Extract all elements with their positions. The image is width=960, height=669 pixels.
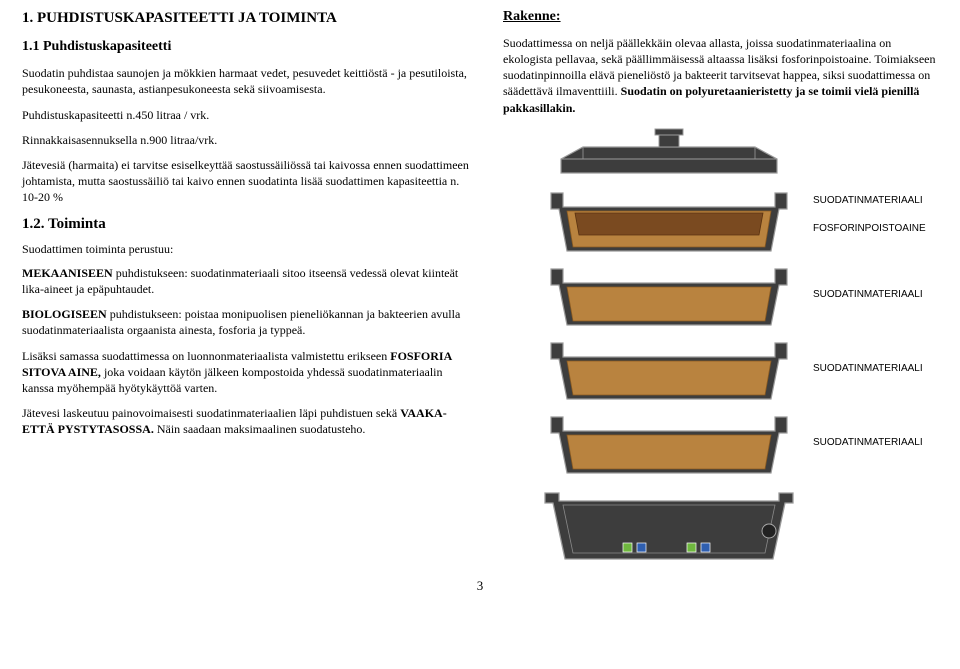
filter-diagram: SUODATINMATERIAALI FOSFORINPOISTOAINE SU…: [503, 125, 943, 571]
diagram-bottom-tub: [503, 487, 943, 571]
heading-structure: Rakenne:: [503, 8, 943, 27]
para-capacity-2: Puhdistuskapasiteetti n.450 litraa / vrk…: [22, 107, 477, 123]
text-fos-a: Lisäksi samassa suodattimessa on luonnon…: [22, 349, 390, 363]
label-mat-2: SUODATINMATERIAALI: [813, 289, 923, 300]
para-structure: Suodattimessa on neljä päällekkäin oleva…: [503, 35, 943, 116]
tray-shape: [551, 343, 787, 399]
lid-shape: [561, 129, 777, 173]
para-capacity-4: Jätevesiä (harmaita) ei tarvitse esiselk…: [22, 157, 477, 206]
heading-main: 1. PUHDISTUSKAPASITEETTI JA TOIMINTA: [22, 8, 477, 28]
bold-mech: MEKAANISEEN: [22, 266, 113, 280]
right-column: Rakenne: Suodattimessa on neljä päällekk…: [503, 8, 943, 571]
tray-shape: [551, 417, 787, 473]
diagram-tray-2: SUODATINMATERIAALI: [503, 265, 943, 337]
para-fos: Lisäksi samassa suodattimessa on luonnon…: [22, 348, 477, 397]
left-column: 1. PUHDISTUSKAPASITEETTI JA TOIMINTA 1.1…: [22, 8, 477, 571]
diagram-tray-4: SUODATINMATERIAALI: [503, 413, 943, 485]
text-flow-a: Jätevesi laskeutuu painovoimaisesti suod…: [22, 406, 400, 420]
bold-bio: BIOLOGISEEN: [22, 307, 107, 321]
para-capacity-1: Suodatin puhdistaa saunojen ja mökkien h…: [22, 65, 477, 97]
page-number: 3: [22, 577, 938, 595]
tray-shape: [551, 193, 787, 251]
diagram-tray-1: SUODATINMATERIAALI FOSFORINPOISTOAINE: [503, 187, 943, 263]
label-mat-3: SUODATINMATERIAALI: [813, 363, 923, 374]
para-capacity-3: Rinnakkaisasennuksella n.900 litraa/vrk.: [22, 132, 477, 148]
diagram-tray-3: SUODATINMATERIAALI: [503, 339, 943, 411]
para-bio: BIOLOGISEEN puhdistukseen: poistaa monip…: [22, 306, 477, 338]
text-flow-c: Näin saadaan maksimaalinen suodatusteho.: [154, 422, 366, 436]
tray-shape: [551, 269, 787, 325]
label-fos-1: FOSFORINPOISTOAINE: [813, 223, 926, 234]
para-basis: Suodattimen toiminta perustuu:: [22, 241, 477, 257]
para-mech: MEKAANISEEN puhdistukseen: suodatinmater…: [22, 265, 477, 297]
label-mat-1: SUODATINMATERIAALI: [813, 195, 923, 206]
heading-1-2: 1.2. Toiminta: [22, 214, 477, 234]
para-flow: Jätevesi laskeutuu painovoimaisesti suod…: [22, 405, 477, 437]
heading-1-1: 1.1 Puhdistuskapasiteetti: [22, 38, 477, 57]
label-mat-4: SUODATINMATERIAALI: [813, 437, 923, 448]
diagram-lid: [503, 125, 943, 185]
tub-shape: [545, 493, 793, 559]
